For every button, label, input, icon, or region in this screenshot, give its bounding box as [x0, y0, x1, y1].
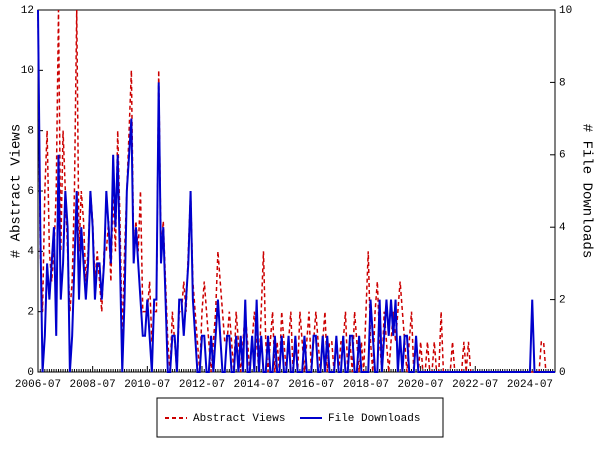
x-tick-label: 2022-07	[452, 379, 498, 391]
y2-tick-label: 10	[559, 5, 572, 17]
x-tick-label: 2012-07	[179, 379, 225, 391]
x-tick-label: 2020-07	[398, 379, 444, 391]
y2-tick-label: 0	[559, 367, 566, 379]
plot-frame	[37, 9, 556, 373]
x-tick-label: 2008-07	[70, 379, 116, 391]
y2-axis-label: # File Downloads	[578, 124, 594, 258]
y2-tick-label: 8	[559, 77, 566, 89]
y-tick-label: 6	[27, 186, 34, 198]
legend-label: Abstract Views	[193, 413, 285, 425]
data-line	[37, 9, 555, 373]
y-tick-label: 2	[27, 307, 34, 319]
x-tick-label: 2010-07	[124, 379, 170, 391]
y2-tick-label: 4	[559, 222, 566, 234]
x-tick-label: 2014-07	[234, 379, 280, 391]
legend-label: File Downloads	[328, 413, 420, 425]
x-tick-label: 2018-07	[343, 379, 389, 391]
y-tick-label: 4	[27, 246, 34, 258]
data-line	[37, 9, 555, 373]
y-axis-label: # Abstract Views	[9, 124, 25, 258]
y-tick-label: 0	[27, 367, 34, 379]
y-tick-label: 8	[27, 126, 34, 138]
x-tick-label: 2024-07	[507, 379, 553, 391]
x-tick-label: 2006-07	[15, 379, 61, 391]
y2-tick-label: 6	[559, 150, 566, 162]
x-tick-label: 2016-07	[288, 379, 334, 391]
y-tick-label: 12	[21, 5, 34, 17]
y-tick-label: 10	[21, 65, 34, 77]
y2-tick-label: 2	[559, 295, 566, 307]
